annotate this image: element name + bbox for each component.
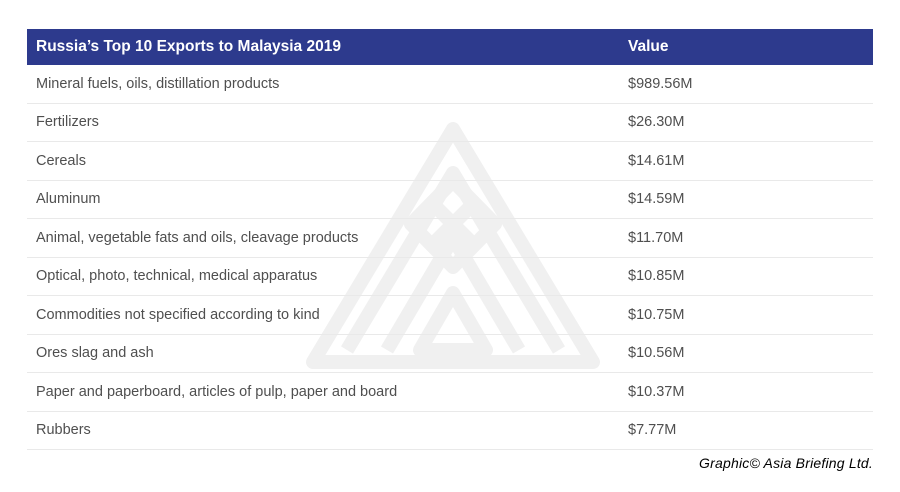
export-category: Aluminum (36, 191, 101, 208)
export-category: Mineral fuels, oils, distillation produc… (36, 75, 280, 92)
table-row: Mineral fuels, oils, distillation produc… (27, 65, 873, 104)
table-header-row: Russia’s Top 10 Exports to Malaysia 2019… (27, 29, 873, 65)
export-category: Fertilizers (36, 114, 99, 131)
table-row: Ores slag and ash $10.56M (27, 335, 873, 373)
export-category: Rubbers (36, 422, 91, 439)
table-row: Fertilizers $26.30M (27, 104, 873, 142)
export-category: Ores slag and ash (36, 345, 154, 362)
export-category: Animal, vegetable fats and oils, cleavag… (36, 229, 359, 246)
export-value: $989.56M (628, 75, 693, 92)
export-value: $14.61M (628, 152, 685, 169)
export-value: $10.75M (628, 306, 685, 323)
export-category: Paper and paperboard, articles of pulp, … (36, 383, 398, 400)
table-body: Mineral fuels, oils, distillation produc… (27, 65, 873, 450)
table-row: Paper and paperboard, articles of pulp, … (27, 373, 873, 412)
table-row: Optical, photo, technical, medical appar… (27, 258, 873, 296)
export-value: $10.56M (628, 345, 685, 362)
export-category: Cereals (36, 152, 86, 169)
table-row: Cereals $14.61M (27, 142, 873, 181)
table-row: Commodities not specified according to k… (27, 296, 873, 335)
exports-table: Russia’s Top 10 Exports to Malaysia 2019… (27, 29, 873, 450)
export-category: Commodities not specified according to k… (36, 306, 320, 323)
export-value: $14.59M (628, 191, 685, 208)
table-row: Aluminum $14.59M (27, 181, 873, 219)
export-value: $7.77M (628, 422, 677, 439)
asia-briefing-logo-watermark-icon (303, 118, 603, 370)
table-title: Russia’s Top 10 Exports to Malaysia 2019 (36, 38, 341, 55)
export-value: $10.85M (628, 268, 685, 285)
export-category: Optical, photo, technical, medical appar… (36, 268, 318, 285)
export-value: $26.30M (628, 114, 685, 131)
table-row: Rubbers $7.77M (27, 412, 873, 450)
table-row: Animal, vegetable fats and oils, cleavag… (27, 219, 873, 258)
value-column-header: Value (628, 38, 669, 55)
export-value: $10.37M (628, 383, 685, 400)
graphic-credit: Graphic© Asia Briefing Ltd. (699, 455, 873, 471)
export-value: $11.70M (628, 229, 684, 246)
